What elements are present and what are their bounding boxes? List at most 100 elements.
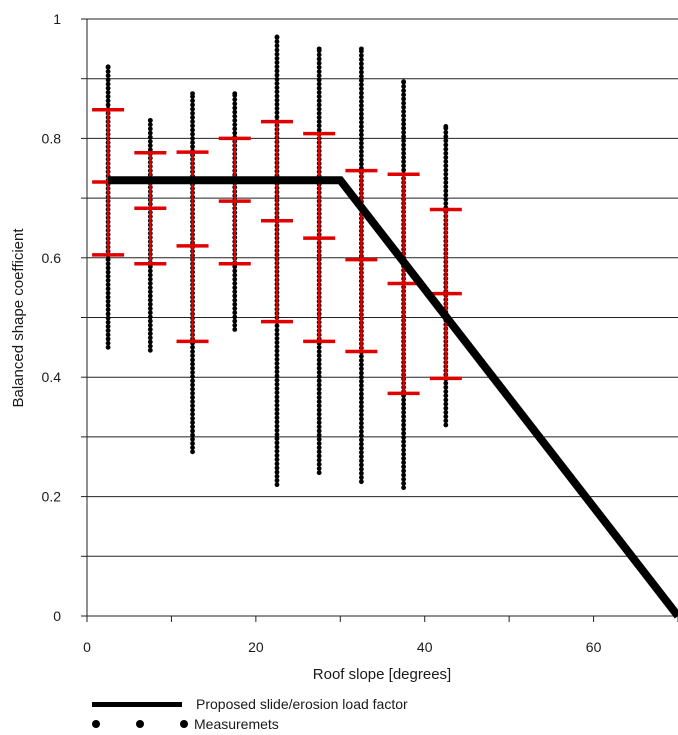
measurement-point [401,79,407,85]
measurement-point [147,331,153,337]
measurement-point [105,278,111,283]
measurement-point [105,340,111,346]
legend-points-swatch [92,720,188,728]
measurement-point [401,121,407,127]
measurement-point [147,272,153,278]
measurement-point [316,52,322,58]
measurement-point [190,407,195,413]
measurement-point [401,476,407,482]
measurement-point [105,85,111,91]
measurement-point [358,46,364,52]
measurement-point [401,410,407,415]
measurement-point [358,445,364,451]
measurement-point [105,77,111,83]
measurement-point [147,297,153,303]
measurement-point [358,408,364,414]
y-tick-label: 0 [53,608,61,624]
measurement-point [358,404,364,409]
measurement-point [105,94,111,100]
measurement-point [358,391,364,397]
measurement-point [358,65,364,71]
measurement-point [274,390,280,396]
measurement-point [190,144,195,150]
measurement-point [316,110,322,116]
measurement-point [316,428,322,434]
measurement-point [401,439,407,445]
measurement-point [147,293,153,299]
measurement-point [316,127,322,133]
measurement-point [232,91,238,97]
measurement-point [147,276,153,282]
measurement-point [358,61,364,67]
measurement-point [232,314,238,320]
measurement-point [274,407,280,412]
measurement-point [190,415,195,421]
measurement-point [274,411,280,417]
legend-dot [136,720,144,728]
measurement-point [443,175,449,181]
measurement-point [190,127,195,133]
measurement-point [190,411,195,417]
measurement-point [358,370,364,376]
y-tick-label: 1 [53,11,61,27]
measurement-point [358,153,364,159]
measurement-point [358,161,364,167]
measurement-point [274,39,280,45]
measurement-point [147,339,153,345]
measurement-point [443,393,449,399]
measurement-point [443,201,449,206]
measurement-point [232,97,238,102]
measurement-point [147,264,153,270]
measurement-point [358,458,364,464]
measurement-point [316,461,322,467]
x-tick-label: 40 [417,639,433,655]
measurement-point [190,115,195,120]
measurement-point [274,97,280,103]
measurement-point [190,390,195,396]
measurement-point [358,441,364,447]
measurement-point [316,453,322,459]
measurement-point [232,285,238,291]
measurement-point [401,146,407,152]
measurement-point [401,460,407,465]
measurement-point [316,64,322,70]
measurement-point [401,163,407,169]
measurement-point [316,98,322,104]
measurement-point [190,441,195,446]
measurement-point [316,445,322,451]
measurement-point [401,113,407,119]
measurement-point [443,155,449,160]
measurement-point [147,327,153,332]
measurement-point [401,464,407,470]
measurement-point [316,349,322,354]
measurement-point [274,93,280,99]
measurement-point [190,102,195,108]
measurement-point [401,430,407,436]
measurement-point [105,344,111,350]
measurement-point [358,353,364,359]
measurement-point [401,155,407,160]
measurement-point [190,357,195,363]
measurement-point [443,142,449,148]
measurement-point [274,85,280,91]
measurement-point [358,479,364,485]
legend-dot [92,720,100,728]
measurement-point [274,381,280,387]
measurement-point [274,361,280,366]
measurement-point [147,335,153,341]
measurement-point [190,378,195,384]
measurement-point [105,273,111,279]
measurement-point [358,119,364,125]
measurement-point [443,192,449,198]
measurement-point [147,126,153,132]
measurement-point [105,328,111,334]
measurement-point [274,457,280,462]
measurement-point [443,422,449,428]
measurement-point [147,306,153,311]
measurement-point [274,344,280,350]
measurement-point [105,315,111,321]
measurement-point [401,88,407,94]
measurement-point [316,436,322,442]
legend-points-label: Measuremets [194,716,279,732]
measurement-point [274,81,280,86]
